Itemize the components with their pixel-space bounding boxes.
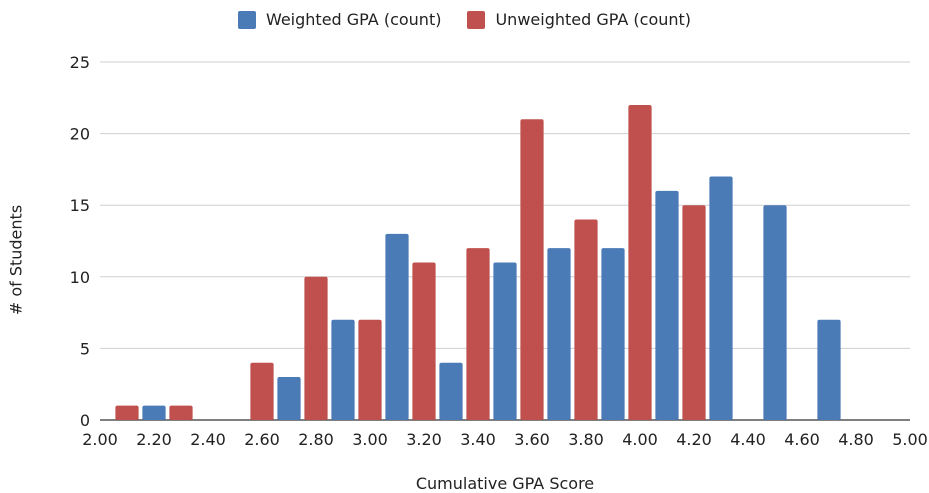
x-tick-label: 3.60 (514, 430, 550, 449)
bar-weighted (547, 248, 571, 420)
bar-unweighted (412, 262, 436, 420)
x-tick-label: 3.00 (352, 430, 388, 449)
x-tick-label: 2.00 (82, 430, 118, 449)
x-tick-label: 5.00 (892, 430, 928, 449)
bar-weighted (142, 405, 166, 420)
bar-weighted (385, 233, 409, 420)
bar-unweighted (682, 205, 706, 420)
x-tick-label: 2.60 (244, 430, 280, 449)
x-axis: 2.00 2.20 2.40 2.60 2.80 3.00 3.20 3.40 3.60 3.80… (82, 430, 928, 449)
bar-unweighted (250, 362, 274, 420)
legend-label-unweighted: Unweighted GPA (count) (495, 10, 692, 29)
y-axis-title: # of Students (4, 200, 28, 320)
x-tick-label: 4.80 (838, 430, 874, 449)
bar-weighted (763, 205, 787, 420)
bars (115, 104, 841, 421)
x-tick-label: 4.20 (676, 430, 712, 449)
bar-weighted (331, 319, 355, 420)
bar-unweighted (628, 104, 652, 421)
legend-swatch-weighted (237, 10, 256, 29)
x-tick-label: 3.80 (568, 430, 604, 449)
y-axis: 0 5 10 15 20 25 (70, 53, 90, 430)
legend-label-weighted: Weighted GPA (count) (265, 10, 442, 29)
legend-item-weighted: Weighted GPA (count) (237, 10, 442, 29)
bar-weighted (439, 362, 463, 420)
bar-weighted (601, 248, 625, 420)
bar-weighted (817, 319, 841, 420)
y-tick-label: 10 (70, 268, 90, 287)
bar-unweighted (466, 248, 490, 420)
y-tick-label: 20 (70, 125, 90, 144)
y-tick-label: 15 (70, 196, 90, 215)
x-tick-label: 3.20 (406, 430, 442, 449)
x-tick-label: 2.20 (136, 430, 172, 449)
x-tick-label: 3.40 (460, 430, 496, 449)
bar-unweighted (358, 319, 382, 420)
y-tick-label: 25 (70, 53, 90, 72)
x-axis-title: Cumulative GPA Score (415, 474, 595, 493)
legend-swatch-unweighted (467, 10, 486, 29)
legend-item-unweighted: Unweighted GPA (count) (467, 10, 691, 29)
x-tick-label: 2.40 (190, 430, 226, 449)
bar-weighted (277, 377, 301, 420)
x-tick-label: 4.40 (730, 430, 766, 449)
chart-legend: Weighted GPA (count) Unweighted GPA (cou… (0, 10, 929, 29)
bar-unweighted (520, 119, 544, 420)
bar-unweighted (574, 219, 598, 420)
x-tick-label: 2.80 (298, 430, 334, 449)
y-tick-label: 5 (80, 339, 90, 358)
y-axis-title-text: # of Students (6, 204, 26, 316)
bar-unweighted (304, 276, 328, 420)
bar-weighted (493, 262, 517, 420)
bar-weighted (655, 190, 679, 420)
bar-unweighted (169, 405, 193, 420)
bar-weighted (709, 176, 733, 420)
x-tick-label: 4.60 (784, 430, 820, 449)
y-tick-label: 0 (80, 411, 90, 430)
x-tick-label: 4.00 (622, 430, 658, 449)
bar-unweighted (115, 405, 139, 420)
